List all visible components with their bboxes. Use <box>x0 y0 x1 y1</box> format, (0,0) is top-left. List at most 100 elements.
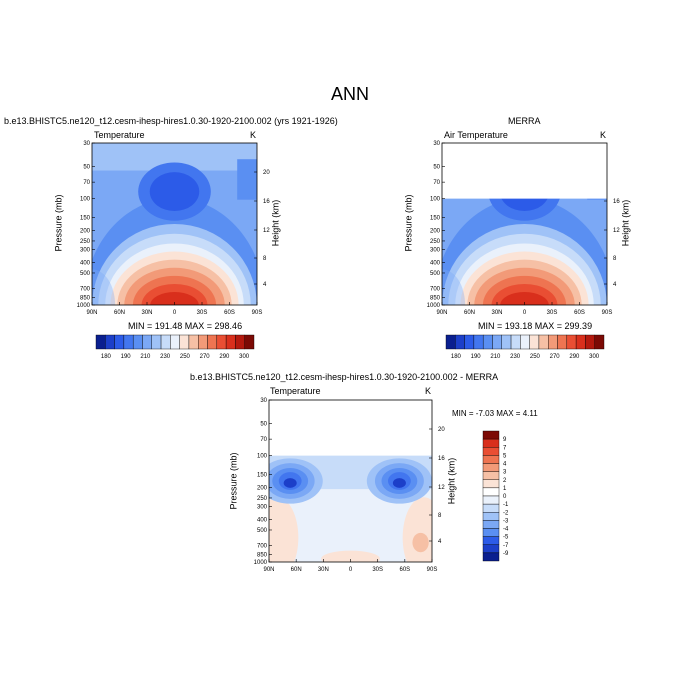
colorbar-label: 190 <box>121 354 132 360</box>
x-tick-label: 90S <box>427 567 438 573</box>
colorbar-swatch <box>114 334 125 350</box>
y-tick-label: 850 <box>257 552 268 558</box>
figure-title: ANN <box>330 84 369 104</box>
x-tick-label: 60N <box>114 310 125 316</box>
colorbar-swatch <box>557 334 568 350</box>
colorbar-swatch <box>244 334 255 350</box>
colorbar-label: 4 <box>503 462 507 468</box>
right-caption: MERRA <box>508 116 541 126</box>
colorbar-swatch <box>538 334 549 350</box>
y-tick-label: 30 <box>260 398 267 404</box>
colorbar-label: 1 <box>503 486 507 492</box>
colorbar-label: 300 <box>589 354 600 360</box>
height-tick-label: 20 <box>263 170 270 176</box>
y-tick-label: 50 <box>433 165 440 171</box>
colorbar-label: -3 <box>503 518 509 524</box>
y-tick-label: 1000 <box>77 303 91 309</box>
left-caption: b.e13.BHISTC5.ne120_t12.cesm-ihesp-hires… <box>4 116 338 126</box>
colorbar-label: 180 <box>451 354 462 360</box>
y-tick-label: 300 <box>257 504 268 510</box>
field-band <box>149 172 200 212</box>
colorbar-label: 190 <box>471 354 482 360</box>
y-tick-label: 30 <box>83 141 90 147</box>
height-tick-label: 20 <box>438 427 445 433</box>
no-data-region <box>442 143 607 199</box>
y-tick-label: 150 <box>80 215 91 221</box>
colorbar-label: 210 <box>140 354 151 360</box>
x-tick-label: 30S <box>547 310 558 316</box>
colorbar-swatch <box>482 447 500 456</box>
y-tick-label: 400 <box>80 261 91 267</box>
height-tick-label: 4 <box>613 282 617 288</box>
colorbar-swatch <box>520 334 530 350</box>
colorbar-label: 290 <box>569 354 580 360</box>
no-data-region <box>269 400 432 456</box>
colorbar-label: 270 <box>550 354 561 360</box>
field-band <box>321 550 380 562</box>
y-tick-label: 70 <box>260 437 267 443</box>
y-tick-label: 400 <box>257 518 268 524</box>
colorbar-label: 250 <box>180 354 191 360</box>
colorbar-label: -9 <box>503 551 509 557</box>
colorbar-swatch <box>585 334 595 350</box>
colorbar-swatch <box>132 334 143 350</box>
y-tick-label: 250 <box>430 239 441 245</box>
x-tick-label: 90N <box>436 310 447 316</box>
y-tick-label: 250 <box>257 496 268 502</box>
y-tick-label: 850 <box>80 295 91 301</box>
colorbar-label: 270 <box>200 354 211 360</box>
colorbar-swatch <box>482 430 500 440</box>
y-tick-label: 700 <box>257 544 268 550</box>
colorbar-swatch <box>529 334 540 350</box>
colorbar-label: 230 <box>510 354 521 360</box>
colorbar-swatch <box>594 334 605 350</box>
y-tick-label: 300 <box>80 247 91 253</box>
colorbar-swatch <box>482 463 500 472</box>
x-tick-label: 30N <box>141 310 152 316</box>
left-var-label: Temperature <box>94 130 145 140</box>
x-tick-label: 60S <box>399 567 410 573</box>
y-tick-label: 100 <box>430 197 441 203</box>
height-tick-label: 12 <box>438 485 445 491</box>
field-band <box>283 478 297 488</box>
colorbar-swatch <box>207 334 218 350</box>
y-tick-label: 150 <box>430 215 441 221</box>
y-tick-label: 50 <box>260 422 267 428</box>
x-tick-label: 30N <box>318 567 329 573</box>
colorbar-label: 300 <box>239 354 250 360</box>
colorbar-swatch <box>492 334 502 350</box>
height-tick-label: 16 <box>438 456 445 462</box>
diff-units: K <box>425 386 432 396</box>
height-tick-label: 4 <box>263 282 267 288</box>
left-minmax: MIN = 191.48 MAX = 298.46 <box>128 321 243 331</box>
x-tick-label: 90N <box>263 567 274 573</box>
field-band <box>442 269 466 305</box>
colorbar-label: 180 <box>101 354 112 360</box>
colorbar-swatch <box>95 334 106 350</box>
x-tick-label: 90S <box>602 310 613 316</box>
diff-caption: b.e13.BHISTC5.ne120_t12.cesm-ihesp-hires… <box>190 372 499 382</box>
right-minmax: MIN = 193.18 MAX = 299.39 <box>478 321 593 331</box>
y-tick-label: 150 <box>257 472 268 478</box>
x-tick-label: 0 <box>349 567 353 573</box>
colorbar-label: -5 <box>503 535 509 541</box>
colorbar-swatch <box>501 334 512 350</box>
y-tick-label: 50 <box>83 165 90 171</box>
y-tick-label: 250 <box>80 239 91 245</box>
colorbar-label: -4 <box>503 527 509 533</box>
y-tick-label: 100 <box>257 454 268 460</box>
colorbar-label: -1 <box>503 502 509 508</box>
y-tick-label: 200 <box>80 229 91 235</box>
colorbar-swatch <box>482 528 500 537</box>
colorbar-swatch <box>179 334 190 350</box>
x-tick-label: 60S <box>574 310 585 316</box>
diff-minmax: MIN = -7.03 MAX = 4.11 <box>452 409 538 418</box>
colorbar-label: 2 <box>503 478 507 484</box>
colorbar-label: -7 <box>503 543 509 549</box>
colorbar-swatch <box>510 334 521 350</box>
colorbar-label: 7 <box>503 445 507 451</box>
colorbar-swatch <box>482 479 500 489</box>
colorbar-label: 290 <box>219 354 230 360</box>
colorbar-label: 210 <box>490 354 501 360</box>
y-tick-label: 700 <box>430 287 441 293</box>
